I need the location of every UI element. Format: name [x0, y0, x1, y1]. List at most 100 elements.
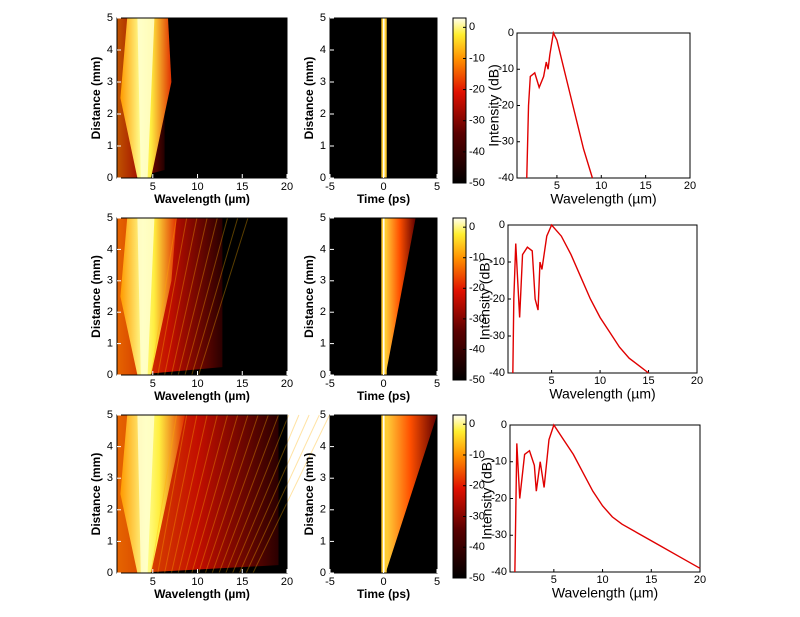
heatmap-core [137, 415, 155, 573]
y-tick-label: -10 [489, 256, 505, 268]
x-tick-label: 15 [236, 576, 248, 588]
heatmap-fringe [164, 414, 198, 574]
y-tick-label: -40 [489, 367, 505, 379]
colorbar-tick-label: 0 [469, 21, 475, 33]
heatmap-fringe [150, 217, 177, 376]
y-tick-label: 3 [107, 472, 113, 484]
y-tick-label: 5 [320, 12, 326, 24]
y-axis-label: Intensity (dB) [486, 64, 502, 146]
y-tick-label: 0 [508, 27, 514, 39]
x-tick-label: 5 [549, 375, 555, 387]
heatmap-fringe [225, 414, 290, 574]
x-axis-label: Wavelength (µm) [154, 192, 250, 206]
y-tick-label: 3 [320, 472, 326, 484]
heatmap-fringe [177, 414, 218, 574]
x-tick-label: 10 [191, 576, 203, 588]
y-tick-label: 3 [107, 76, 113, 88]
x-tick-label: -5 [325, 576, 335, 588]
x-tick-label: 0 [380, 181, 386, 193]
y-tick-label: 0 [320, 369, 326, 381]
y-tick-label: 4 [320, 441, 326, 453]
y-tick-label: 5 [107, 12, 113, 24]
colorbar-tick-label: -30 [469, 115, 485, 127]
x-tick-label: 5 [434, 576, 440, 588]
heatmap-fringe [198, 217, 249, 376]
x-tick-label: 20 [281, 378, 293, 390]
x-tick-label: 20 [694, 574, 706, 586]
x-tick-label: 20 [691, 375, 703, 387]
axes-frame [516, 32, 691, 179]
colorbar-tick-label: 0 [469, 221, 475, 233]
heatmap-fringe [245, 414, 320, 574]
y-axis-label: Distance (mm) [89, 453, 103, 536]
heatmap-fringe [157, 414, 188, 574]
y-tick-label: 0 [499, 219, 505, 231]
y-tick-label: 5 [107, 409, 113, 421]
heatmap-fringe [184, 414, 228, 574]
colorbar-tick-label: -10 [469, 252, 485, 264]
y-axis-label: Distance (mm) [302, 453, 316, 536]
y-tick-label: -30 [498, 136, 514, 148]
colorbar-tick-label: -20 [469, 282, 485, 294]
x-axis-label: Wavelength (µm) [552, 585, 658, 601]
x-tick-label: 5 [434, 378, 440, 390]
y-tick-label: -20 [489, 293, 505, 305]
x-tick-label: 15 [236, 181, 248, 193]
x-tick-label: 5 [150, 378, 156, 390]
y-tick-label: -20 [498, 99, 514, 111]
heatmap-fringe [238, 414, 310, 574]
spectrum-line [526, 30, 594, 179]
heatmap [330, 218, 437, 375]
colorbar-tick-label: -50 [469, 374, 485, 386]
heatmap [330, 415, 437, 573]
x-axis-label: Time (ps) [357, 389, 410, 403]
x-axis-label: Time (ps) [357, 192, 410, 206]
y-tick-label: 5 [107, 212, 113, 224]
y-tick-label: 4 [107, 44, 113, 56]
axes-frame [116, 217, 288, 376]
y-axis-label: Distance (mm) [89, 255, 103, 338]
heatmap-fringe [164, 217, 198, 376]
y-tick-label: -10 [491, 456, 507, 468]
x-tick-label: 0 [380, 378, 386, 390]
y-tick-label: 1 [320, 338, 326, 350]
heatmap-fringe [157, 217, 188, 376]
y-tick-label: 2 [320, 108, 326, 120]
colorbar-tick-label: -10 [469, 52, 485, 64]
x-tick-label: 10 [594, 375, 606, 387]
y-tick-label: 4 [320, 243, 326, 255]
y-tick-label: 3 [320, 76, 326, 88]
x-tick-label: 0 [380, 576, 386, 588]
colorbar [452, 217, 467, 381]
heatmap-fringe [232, 414, 300, 574]
heatmap-core [382, 415, 385, 573]
x-tick-label: 10 [191, 378, 203, 390]
heatmap-band [120, 415, 185, 573]
axes-frame [507, 224, 698, 374]
y-axis-label: Distance (mm) [302, 57, 316, 140]
x-tick-label: 15 [236, 378, 248, 390]
y-tick-label: 0 [107, 369, 113, 381]
y-axis-label: Distance (mm) [89, 57, 103, 140]
y-tick-label: 3 [320, 275, 326, 287]
colorbar-tick-label: -40 [469, 146, 485, 158]
spectrum-line [514, 423, 701, 573]
y-tick-label: 1 [320, 140, 326, 152]
x-tick-label: 5 [150, 576, 156, 588]
y-tick-label: 1 [107, 338, 113, 350]
colorbar [452, 17, 467, 184]
colorbar-tick-label: -10 [469, 449, 485, 461]
y-tick-label: 0 [320, 567, 326, 579]
heatmap-fringe [177, 217, 218, 376]
colorbar-tick-label: -20 [469, 480, 485, 492]
y-tick-label: 2 [107, 306, 113, 318]
heatmap-fringe [252, 414, 330, 574]
y-axis-label: Intensity (dB) [477, 258, 493, 340]
x-tick-label: 20 [281, 576, 293, 588]
heatmap-fringe [184, 217, 228, 376]
colorbar-tick-label: -40 [469, 541, 485, 553]
x-tick-label: 10 [191, 181, 203, 193]
x-tick-label: 10 [595, 180, 607, 192]
heatmap-cone [383, 415, 437, 573]
y-tick-label: 3 [107, 275, 113, 287]
